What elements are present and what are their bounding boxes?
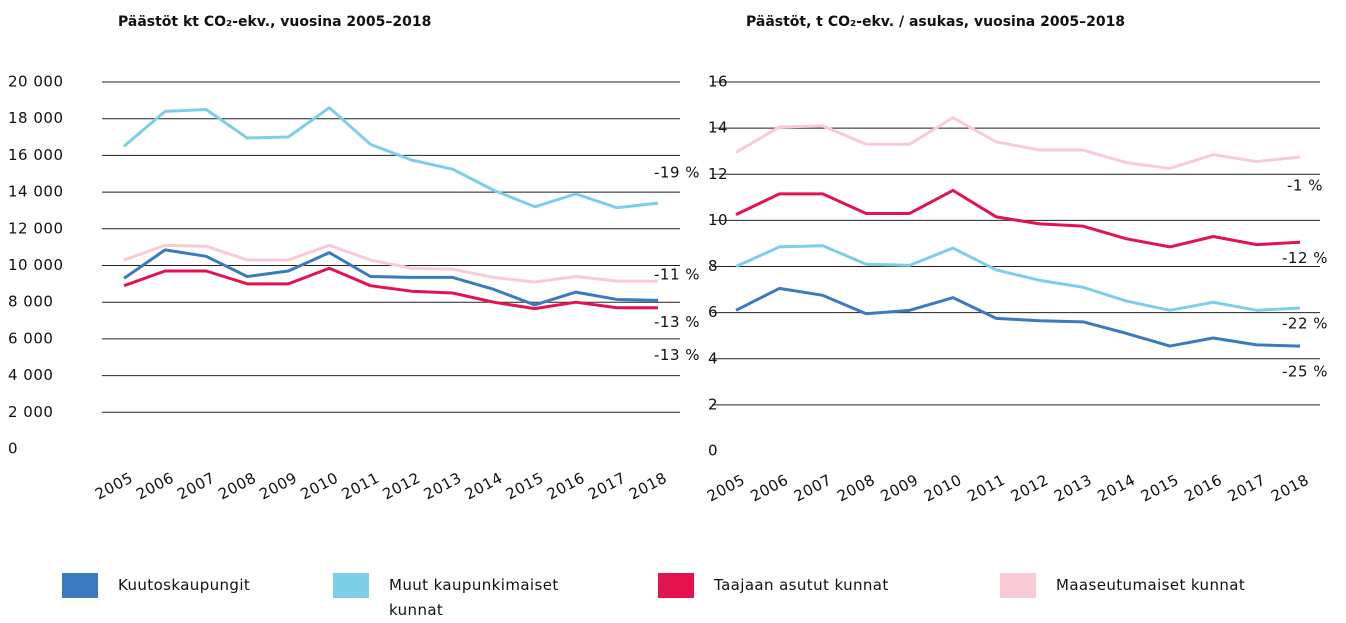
x-tick-label: 2005	[92, 469, 136, 504]
legend-item: Taajaan asutut kunnat	[658, 573, 1014, 598]
change-label: -1 %	[1287, 176, 1323, 194]
chart-title: Päästöt kt CO₂-ekv., vuosina 2005–2018	[118, 14, 431, 30]
x-tick-label: 2007	[791, 471, 835, 506]
legend-item: Kuutoskaupungit	[62, 573, 358, 598]
x-tick-label: 2013	[421, 469, 465, 504]
x-tick-label: 2012	[1008, 471, 1052, 506]
change-label: -11 %	[654, 266, 700, 284]
x-tick-label: 2011	[339, 469, 383, 504]
change-label: -12 %	[1282, 249, 1328, 267]
x-tick-label: 2018	[626, 469, 670, 504]
series-line	[735, 116, 1301, 170]
y-tick-label: 12 000	[8, 219, 64, 237]
x-tick-label: 2005	[704, 471, 748, 506]
legend-swatch	[333, 573, 369, 598]
x-tick-label: 2016	[1181, 471, 1225, 506]
legend-swatch	[62, 573, 98, 598]
x-tick-label: 2017	[1225, 471, 1269, 506]
y-tick-label: 0	[8, 440, 18, 458]
x-tick-label: 2012	[380, 469, 424, 504]
x-tick-label: 2015	[503, 469, 547, 504]
x-tick-label: 2014	[462, 469, 506, 504]
y-tick-label: 0	[708, 442, 718, 460]
y-tick-label: 2 000	[8, 403, 53, 421]
y-tick-label: 16 000	[8, 146, 64, 164]
x-tick-label: 2008	[834, 471, 878, 506]
legend-swatch	[1000, 573, 1036, 598]
legend-item: Muut kaupunkimaiset kunnat	[333, 573, 604, 623]
legend-label: Taajaan asutut kunnat	[714, 576, 889, 594]
x-tick-label: 2010	[921, 471, 965, 506]
series-line	[123, 106, 659, 210]
y-tick-label: 4 000	[8, 366, 53, 384]
x-tick-label: 2006	[747, 471, 791, 506]
x-tick-label: 2014	[1095, 471, 1139, 506]
series-line	[123, 248, 659, 307]
series-line	[123, 243, 658, 284]
legend-label: Muut kaupunkimaiset kunnat	[389, 576, 559, 619]
change-label: -22 %	[1282, 315, 1328, 333]
x-tick-label: 2009	[256, 469, 300, 504]
legend-label: Maaseutumaiset kunnat	[1056, 576, 1246, 594]
legend-label: Kuutoskaupungit	[118, 576, 251, 594]
legend-swatch	[658, 573, 694, 598]
x-tick-label: 2010	[297, 469, 341, 504]
legend-item: Maaseutumaiset kunnat	[1000, 573, 1346, 598]
x-tick-label: 2017	[585, 469, 629, 504]
x-tick-label: 2015	[1138, 471, 1182, 506]
series-line	[735, 286, 1301, 348]
x-tick-label: 2013	[1051, 471, 1095, 506]
series-line	[735, 188, 1301, 249]
x-tick-label: 2009	[878, 471, 922, 506]
change-label: -13 %	[654, 313, 700, 331]
change-label: -19 %	[654, 164, 700, 182]
y-tick-label: 14 000	[8, 183, 64, 201]
y-tick-label: 10 000	[8, 256, 64, 274]
y-tick-label: 18 000	[8, 109, 64, 127]
x-tick-label: 2008	[215, 469, 259, 504]
x-tick-label: 2007	[174, 469, 218, 504]
x-tick-label: 2011	[964, 471, 1008, 506]
y-tick-label: 8 000	[8, 293, 53, 311]
x-tick-label: 2016	[544, 469, 588, 504]
charts: Päästöt kt CO₂-ekv., vuosina 2005–2018 0 2…	[8, 14, 1328, 506]
x-tick-label: 2006	[133, 469, 177, 504]
chart-title: Päästöt, t CO₂-ekv. / asukas, vuosina 20…	[746, 14, 1125, 30]
x-tick-label: 2018	[1268, 471, 1312, 506]
change-label: -13 %	[654, 346, 700, 364]
change-label: -25 %	[1282, 363, 1328, 381]
y-tick-label: 20 000	[8, 73, 64, 91]
series-line	[735, 244, 1301, 312]
y-tick-label: 6 000	[8, 329, 53, 347]
series-line	[123, 266, 658, 311]
